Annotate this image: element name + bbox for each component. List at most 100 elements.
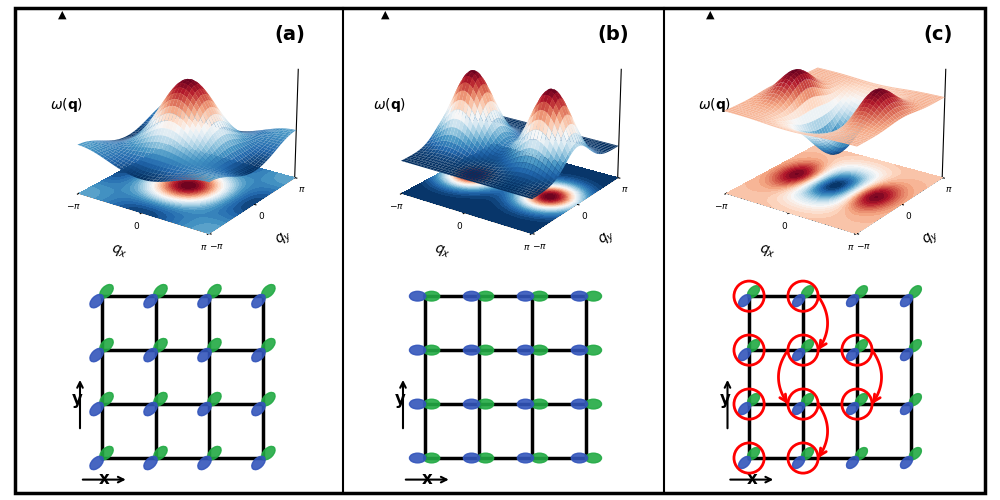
- Ellipse shape: [801, 340, 813, 351]
- Ellipse shape: [100, 392, 113, 406]
- Ellipse shape: [739, 348, 751, 360]
- Ellipse shape: [90, 402, 103, 415]
- Ellipse shape: [100, 446, 113, 460]
- Ellipse shape: [463, 399, 480, 409]
- Ellipse shape: [208, 446, 221, 460]
- Ellipse shape: [477, 399, 494, 409]
- Text: x: x: [422, 470, 433, 488]
- Ellipse shape: [855, 394, 867, 406]
- Ellipse shape: [144, 456, 157, 469]
- Ellipse shape: [900, 348, 912, 360]
- Ellipse shape: [748, 394, 760, 406]
- Ellipse shape: [409, 292, 426, 301]
- Text: $\omega(\mathbf{q})$: $\omega(\mathbf{q})$: [50, 96, 84, 114]
- Ellipse shape: [585, 399, 602, 409]
- Ellipse shape: [847, 402, 859, 414]
- Ellipse shape: [517, 399, 534, 409]
- Ellipse shape: [855, 286, 867, 298]
- Ellipse shape: [198, 456, 211, 469]
- X-axis label: $q_x$: $q_x$: [757, 242, 777, 261]
- Ellipse shape: [748, 448, 760, 460]
- Ellipse shape: [847, 348, 859, 360]
- Ellipse shape: [477, 292, 494, 301]
- Ellipse shape: [423, 346, 440, 355]
- Ellipse shape: [793, 402, 805, 414]
- Ellipse shape: [100, 284, 113, 298]
- Ellipse shape: [585, 292, 602, 301]
- Ellipse shape: [855, 340, 867, 351]
- Ellipse shape: [423, 292, 440, 301]
- Ellipse shape: [585, 453, 602, 463]
- Ellipse shape: [252, 348, 265, 362]
- Ellipse shape: [208, 392, 221, 406]
- Text: ▲: ▲: [706, 10, 714, 20]
- Text: (b): (b): [597, 24, 629, 44]
- Ellipse shape: [100, 338, 113, 352]
- Ellipse shape: [423, 399, 440, 409]
- Ellipse shape: [262, 338, 275, 352]
- Ellipse shape: [252, 402, 265, 415]
- Ellipse shape: [154, 284, 167, 298]
- Ellipse shape: [909, 286, 921, 298]
- Ellipse shape: [477, 346, 494, 355]
- Ellipse shape: [531, 292, 548, 301]
- Ellipse shape: [531, 346, 548, 355]
- Ellipse shape: [847, 294, 859, 306]
- Ellipse shape: [262, 446, 275, 460]
- Ellipse shape: [90, 294, 103, 308]
- Ellipse shape: [793, 456, 805, 468]
- Ellipse shape: [423, 453, 440, 463]
- Ellipse shape: [463, 346, 480, 355]
- Y-axis label: $q_y$: $q_y$: [920, 227, 943, 250]
- Ellipse shape: [90, 456, 103, 469]
- Ellipse shape: [198, 348, 211, 362]
- Text: (a): (a): [275, 24, 306, 44]
- Ellipse shape: [748, 340, 760, 351]
- Ellipse shape: [801, 286, 813, 298]
- Ellipse shape: [477, 453, 494, 463]
- Ellipse shape: [252, 294, 265, 308]
- Ellipse shape: [154, 392, 167, 406]
- Ellipse shape: [409, 346, 426, 355]
- X-axis label: $q_x$: $q_x$: [432, 242, 453, 261]
- Ellipse shape: [198, 294, 211, 308]
- Ellipse shape: [801, 394, 813, 406]
- Ellipse shape: [144, 402, 157, 415]
- Ellipse shape: [801, 448, 813, 460]
- Ellipse shape: [198, 402, 211, 415]
- Ellipse shape: [855, 448, 867, 460]
- Ellipse shape: [262, 392, 275, 406]
- Ellipse shape: [739, 456, 751, 468]
- Text: x: x: [99, 470, 110, 488]
- Ellipse shape: [900, 456, 912, 468]
- Ellipse shape: [517, 292, 534, 301]
- Text: ▲: ▲: [58, 10, 67, 20]
- Ellipse shape: [208, 338, 221, 352]
- Ellipse shape: [571, 453, 588, 463]
- Ellipse shape: [144, 348, 157, 362]
- Ellipse shape: [739, 402, 751, 414]
- Ellipse shape: [531, 399, 548, 409]
- Ellipse shape: [909, 340, 921, 351]
- Ellipse shape: [571, 399, 588, 409]
- Ellipse shape: [909, 448, 921, 460]
- Ellipse shape: [900, 294, 912, 306]
- Ellipse shape: [517, 346, 534, 355]
- Ellipse shape: [409, 399, 426, 409]
- Ellipse shape: [90, 348, 103, 362]
- Text: y: y: [72, 390, 83, 408]
- Text: y: y: [719, 390, 730, 408]
- Text: y: y: [395, 390, 406, 408]
- Ellipse shape: [517, 453, 534, 463]
- Ellipse shape: [571, 292, 588, 301]
- Text: $\omega(\mathbf{q})$: $\omega(\mathbf{q})$: [698, 96, 731, 114]
- Ellipse shape: [847, 456, 859, 468]
- Ellipse shape: [909, 394, 921, 406]
- Ellipse shape: [154, 446, 167, 460]
- Ellipse shape: [793, 294, 805, 306]
- Text: $\omega(\mathbf{q})$: $\omega(\mathbf{q})$: [373, 96, 407, 114]
- Ellipse shape: [463, 453, 480, 463]
- Ellipse shape: [409, 453, 426, 463]
- Ellipse shape: [585, 346, 602, 355]
- Text: ▲: ▲: [381, 10, 390, 20]
